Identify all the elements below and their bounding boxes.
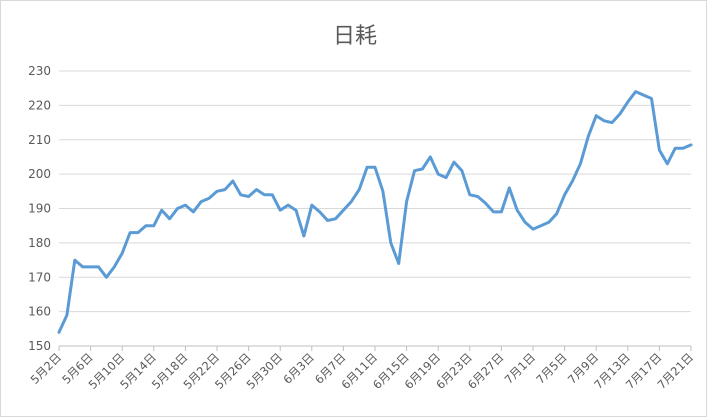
series-line bbox=[57, 90, 693, 334]
x-tick-label: 6月3日 bbox=[280, 350, 317, 387]
y-tick-label: 190 bbox=[28, 202, 51, 216]
y-tick-label: 180 bbox=[28, 236, 51, 250]
series-layer bbox=[57, 90, 693, 334]
y-tick-label: 150 bbox=[28, 339, 51, 353]
y-tick-label: 210 bbox=[28, 133, 51, 147]
y-tick-label: 160 bbox=[28, 305, 51, 319]
x-axis-ticks: 5月2日5月6日5月10日5月14日5月18日5月22日5月26日5月30日6月… bbox=[28, 346, 696, 392]
gridlines bbox=[59, 70, 691, 347]
chart-title: 日耗 bbox=[333, 24, 377, 49]
y-tick-label: 230 bbox=[28, 64, 51, 78]
y-tick-label: 220 bbox=[28, 98, 51, 112]
x-tick-label: 7月1日 bbox=[502, 350, 539, 387]
y-tick-label: 170 bbox=[28, 270, 51, 284]
y-tick-label: 200 bbox=[28, 167, 51, 181]
y-axis-ticks: 150 160 170 180 190 200 210 220 230 bbox=[28, 64, 51, 353]
x-tick-label: 7月5日 bbox=[533, 350, 570, 387]
x-tick-label: 5月2日 bbox=[28, 350, 65, 387]
